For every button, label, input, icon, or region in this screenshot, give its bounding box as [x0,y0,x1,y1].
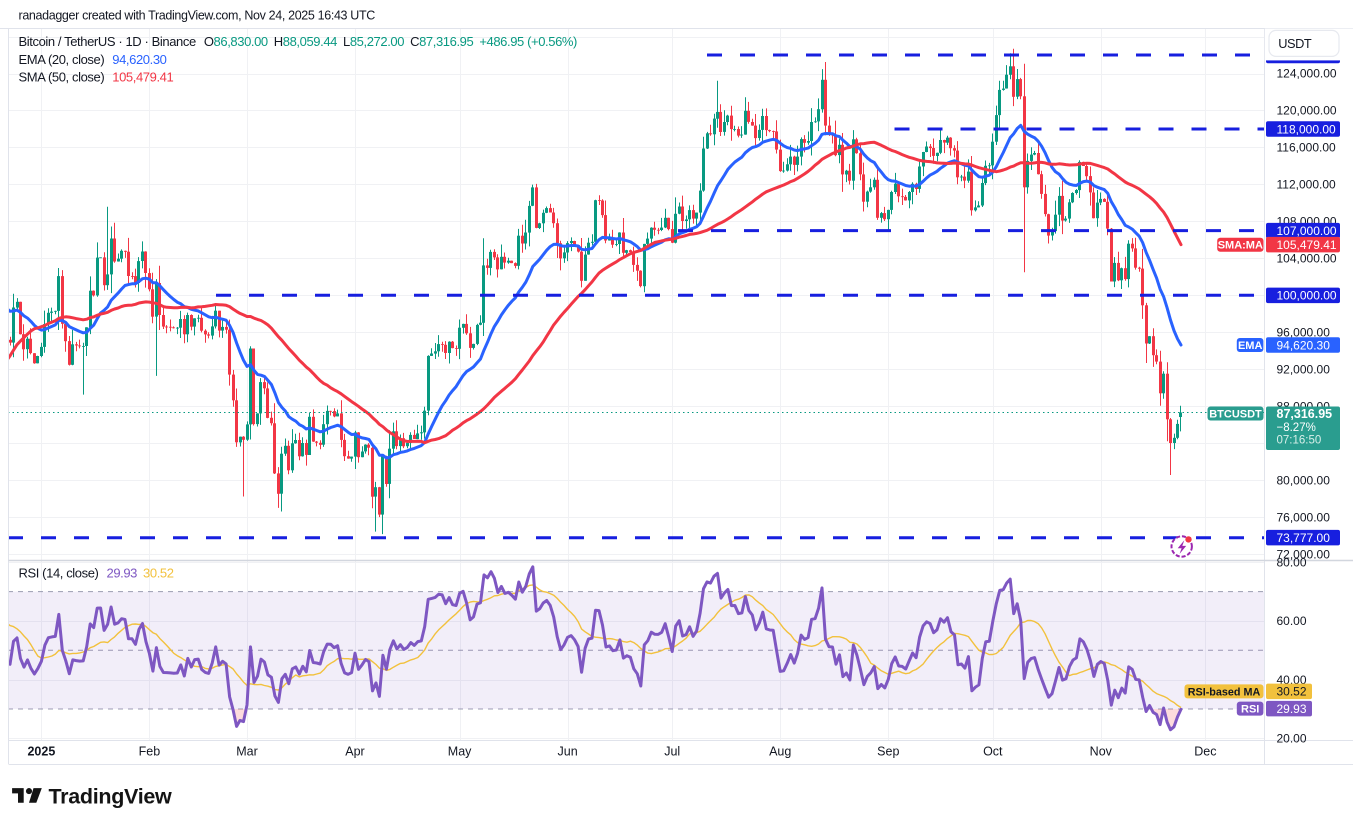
svg-text:Nov: Nov [1090,745,1113,759]
svg-text:May: May [448,745,472,759]
svg-text:104,000.00: 104,000.00 [1277,252,1337,266]
svg-text:RSI-based MA: RSI-based MA [1188,686,1261,698]
svg-text:Mar: Mar [236,745,258,759]
svg-text:USDT: USDT [1278,36,1312,51]
svg-text:TradingView: TradingView [49,785,173,809]
svg-text:87,316.95: 87,316.95 [1277,407,1333,421]
svg-text:EMA (20, close)94,620.30: EMA (20, close) 94,620.30 [19,52,167,67]
svg-text:92,000.00: 92,000.00 [1277,362,1331,376]
svg-text:Oct: Oct [983,745,1003,759]
svg-text:Jun: Jun [558,745,578,759]
svg-text:29.93: 29.93 [1277,702,1307,716]
svg-text:96,000.00: 96,000.00 [1277,326,1331,340]
svg-text:Feb: Feb [139,745,161,759]
svg-text:BTCUSDT: BTCUSDT [1209,409,1262,421]
svg-text:112,000.00: 112,000.00 [1277,178,1336,192]
svg-text:ranadagger created with Tradin: ranadagger created with TradingView.com,… [19,9,376,23]
svg-text:100,000.00: 100,000.00 [1277,289,1337,303]
svg-text:105,479.41: 105,479.41 [1277,238,1337,252]
svg-text:40.00: 40.00 [1277,673,1307,687]
svg-text:72,000.00: 72,000.00 [1277,547,1331,561]
svg-text:116,000.00: 116,000.00 [1277,141,1336,155]
svg-text:76,000.00: 76,000.00 [1277,510,1331,524]
svg-text:−8.27%: −8.27% [1277,422,1316,434]
svg-text:RSI: RSI [1241,704,1259,716]
svg-text:Aug: Aug [769,745,791,759]
svg-text:Jul: Jul [664,745,680,759]
svg-text:60.00: 60.00 [1277,614,1307,628]
svg-text:Bitcoin / TetherUS · 1D · Bina: Bitcoin / TetherUS · 1D · Binance O86,830… [19,34,578,49]
svg-text:124,000.00: 124,000.00 [1277,67,1337,81]
svg-text:20.00: 20.00 [1277,732,1307,746]
svg-text:73,777.00: 73,777.00 [1277,531,1331,545]
svg-text:SMA (50, close)105,479.41: SMA (50, close) 105,479.41 [19,70,174,85]
svg-text:Dec: Dec [1194,745,1216,759]
svg-text:80,000.00: 80,000.00 [1277,473,1331,487]
svg-text:SMA:MA: SMA:MA [1218,240,1263,252]
svg-text:07:16:50: 07:16:50 [1277,435,1322,447]
svg-text:107,000.00: 107,000.00 [1277,224,1337,238]
svg-text:94,620.30: 94,620.30 [1277,338,1331,352]
svg-text:Apr: Apr [345,745,364,759]
svg-text:EMA: EMA [1238,340,1263,352]
svg-text:30.52: 30.52 [1277,685,1307,699]
svg-text:Sep: Sep [877,745,899,759]
svg-text:118,000.00: 118,000.00 [1277,122,1336,136]
svg-text:120,000.00: 120,000.00 [1277,104,1337,118]
svg-text:2025: 2025 [27,745,55,759]
svg-text:80.00: 80.00 [1277,556,1307,570]
